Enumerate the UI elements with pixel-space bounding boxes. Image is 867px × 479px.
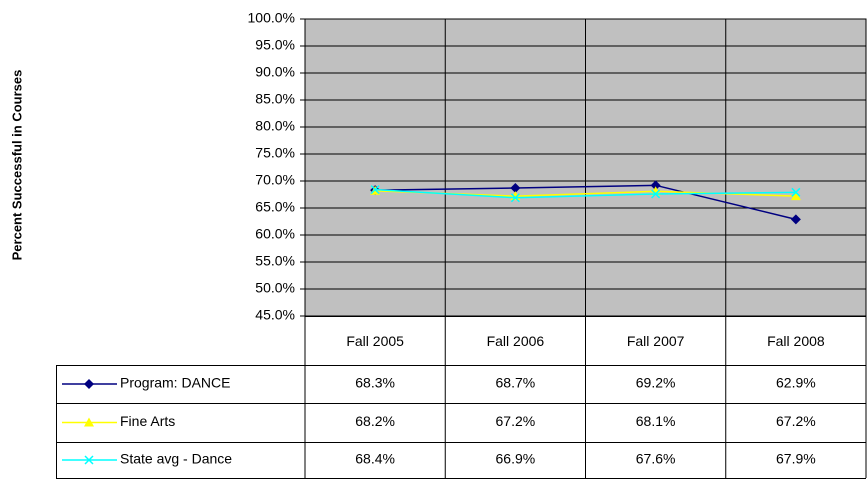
legend-marker [84,455,94,465]
y-tick-label: 45.0% [255,307,295,323]
y-tick-label: 70.0% [255,172,295,188]
y-tick-label: 85.0% [255,91,295,107]
y-tick-label: 65.0% [255,199,295,215]
legend-label: Program: DANCE [120,375,230,391]
x-tick-label: Fall 2005 [346,333,404,349]
point [510,183,521,194]
point [650,186,661,196]
y-tick-label: 50.0% [255,280,295,296]
point [790,191,801,201]
point [791,187,801,197]
y-tick-label: 55.0% [255,253,295,269]
table-value: 68.4% [355,451,395,467]
table-value: 68.7% [496,375,536,391]
table-value: 67.9% [776,451,816,467]
table-value: 68.3% [355,375,395,391]
point [650,180,661,191]
table-value: 68.2% [355,413,395,429]
legend-marker [84,417,94,427]
point [370,185,380,195]
table-value: 66.9% [496,451,536,467]
table-value: 67.2% [496,413,536,429]
point [651,189,661,199]
point [790,214,801,225]
legend-marker [84,379,94,389]
point [510,193,520,203]
table-value: 68.1% [636,413,676,429]
x-tick-label: Fall 2007 [627,333,685,349]
y-tick-label: 100.0% [248,10,295,26]
table-value: 69.2% [636,375,676,391]
x-tick-label: Fall 2008 [767,333,825,349]
table-value: 67.6% [636,451,676,467]
series-line [375,184,797,221]
legend-label: Fine Arts [120,413,175,429]
x-tick-label: Fall 2006 [487,333,545,349]
y-tick-label: 75.0% [255,145,295,161]
y-tick-label: 80.0% [255,118,295,134]
y-tick-label: 90.0% [255,64,295,80]
table-value: 62.9% [776,375,816,391]
y-tick-label: 95.0% [255,37,295,53]
table-value: 67.2% [776,413,816,429]
series-line [375,188,796,199]
y-axis-title: Percent Successful in Courses [9,70,24,261]
legend-label: State avg - Dance [120,451,232,467]
y-tick-label: 60.0% [255,226,295,242]
